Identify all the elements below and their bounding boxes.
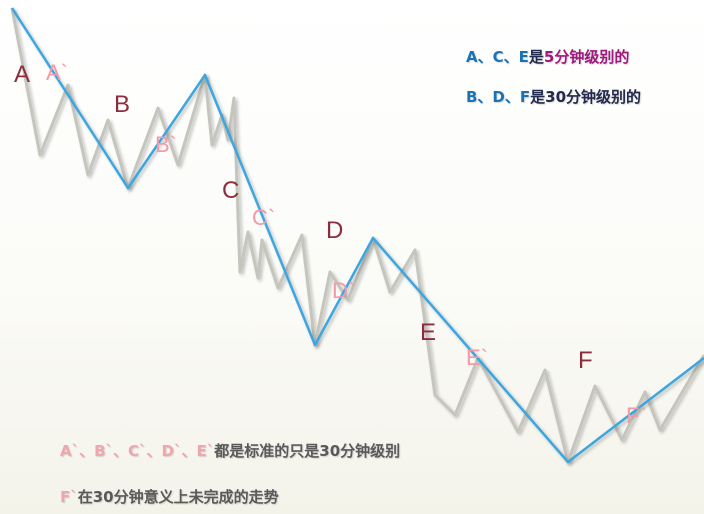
label-b-prime: B` bbox=[155, 132, 177, 157]
label-e: E bbox=[420, 319, 436, 346]
label-c: C bbox=[222, 177, 239, 204]
label-f-prime: F` bbox=[626, 403, 647, 428]
label-d: D bbox=[326, 217, 343, 244]
label-e-prime: E` bbox=[466, 345, 488, 370]
sub-level-wave-line bbox=[10, 7, 704, 464]
legend-line-1-letters: A、C、E bbox=[466, 48, 529, 66]
label-b: B bbox=[114, 91, 130, 118]
legend-line-2: B、D、F是30分钟级别的 bbox=[466, 86, 641, 107]
label-d-prime: D` bbox=[332, 278, 355, 303]
legend-line-2-level: 30分钟级别的 bbox=[545, 88, 642, 106]
label-f: F bbox=[578, 347, 593, 374]
note-1-text: 都是标准的只是30分钟级别 bbox=[214, 442, 401, 460]
legend-line-2-is: 是 bbox=[530, 88, 546, 106]
note-2-letter: F` bbox=[60, 488, 78, 506]
note-2-text: 在30分钟意义上未完成的走势 bbox=[77, 488, 279, 506]
note-line-1: A`、B`、C`、D`、E`都是标准的只是30分钟级别 bbox=[60, 440, 400, 461]
legend-line-1-level: 5分钟级别的 bbox=[543, 48, 630, 66]
legend-line-1-is: 是 bbox=[528, 48, 544, 66]
main-level-wave-line bbox=[10, 7, 704, 464]
legend-line-2-letters: B、D、F bbox=[466, 88, 531, 106]
note-1-letters: A`、B`、C`、D`、E` bbox=[60, 442, 215, 460]
label-a-prime: A` bbox=[46, 60, 68, 85]
label-c-prime: C` bbox=[252, 205, 275, 230]
legend-line-1: A、C、E是5分钟级别的 bbox=[466, 46, 629, 67]
note-line-2: F`在30分钟意义上未完成的走势 bbox=[60, 486, 279, 507]
label-a: A bbox=[14, 61, 30, 88]
